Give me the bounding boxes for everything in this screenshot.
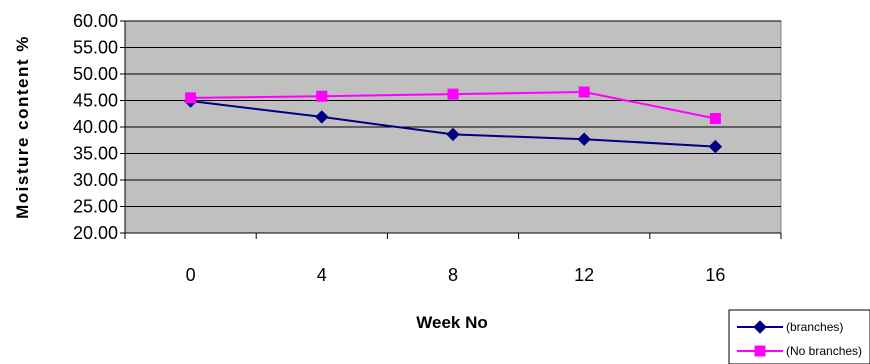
legend-entry: (No branches): [737, 344, 862, 358]
data-point: [577, 132, 591, 146]
y-tick-label: 35.00: [73, 144, 118, 164]
y-tick-label: 30.00: [73, 170, 118, 190]
legend-label: (No branches): [786, 344, 862, 358]
y-tick-label: 40.00: [73, 117, 118, 137]
legend-entry: (branches): [737, 320, 843, 334]
data-point: [447, 88, 459, 100]
data-point: [754, 345, 766, 357]
x-tick-label: 12: [574, 265, 594, 285]
y-tick-label: 55.00: [73, 38, 118, 58]
x-axis-title: Week No: [416, 313, 488, 332]
data-point: [315, 110, 329, 124]
x-tick-label: 16: [705, 265, 725, 285]
y-tick-label: 60.00: [73, 11, 118, 31]
y-tick-label: 50.00: [73, 64, 118, 84]
data-point: [446, 127, 460, 142]
y-axis-title: Moisture content %: [13, 35, 32, 219]
y-axis: 20.00 25.00 30.00 35.00 40.00 45.00 50.00 55.00…: [73, 11, 126, 243]
x-tick-label: 0: [186, 265, 196, 285]
data-point: [578, 86, 590, 98]
x-axis: 0 4 8 12 16: [124, 232, 782, 285]
data-point: [708, 139, 723, 154]
legend: (branches) (No branches): [728, 309, 870, 364]
data-point: [316, 90, 328, 102]
y-tick-label: 25.00: [73, 197, 118, 217]
legend-box: [728, 309, 870, 364]
data-point: [709, 113, 721, 125]
legend-label: (branches): [786, 320, 843, 334]
data-point: [185, 92, 197, 104]
series-layer: [183, 86, 723, 154]
x-tick-label: 8: [448, 265, 458, 285]
x-tick-label: 4: [317, 265, 327, 285]
series-no-branches: [185, 86, 721, 125]
y-tick-label: 45.00: [73, 91, 118, 111]
y-tick-label: 20.00: [73, 223, 118, 243]
data-point: [753, 320, 767, 334]
